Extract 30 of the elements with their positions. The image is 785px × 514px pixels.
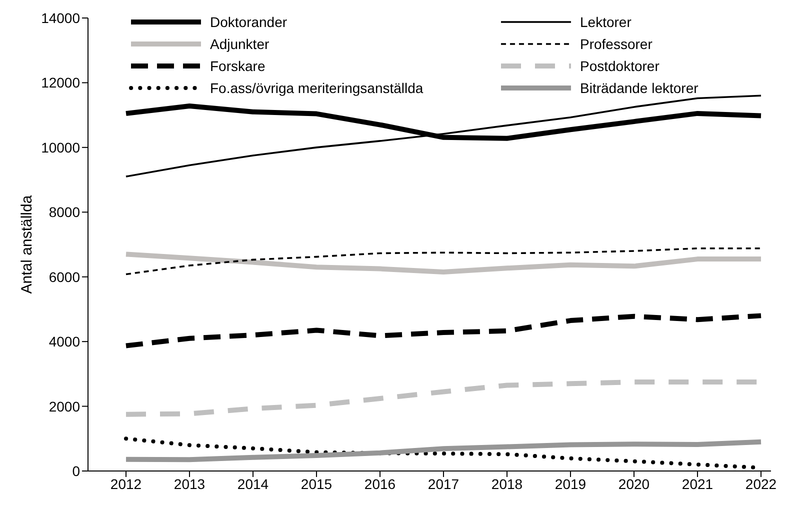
x-tick-label: 2021: [682, 476, 714, 492]
x-tick-label: 2017: [428, 476, 460, 492]
x-tick-label: 2018: [491, 476, 523, 492]
y-tick-label: 10000: [41, 139, 80, 156]
x-tick-label: 2012: [110, 476, 142, 492]
x-tick-label: 2022: [745, 476, 777, 492]
x-tick-label: 2014: [237, 476, 269, 492]
legend-label: Postdoktorer: [580, 58, 660, 74]
legend-label: Forskare: [210, 58, 266, 74]
y-tick-label: 6000: [48, 268, 80, 285]
legend-label: Doktorander: [210, 14, 288, 30]
y-axis-title: Antal anställda: [18, 194, 36, 294]
y-tick-label: 14000: [41, 10, 80, 26]
x-tick-label: 2013: [174, 476, 206, 492]
legend-label: Lektorer: [580, 14, 632, 30]
line-series: [125, 94, 762, 178]
x-tick-label: 2019: [554, 476, 586, 492]
y-tick-label: 4000: [48, 334, 80, 350]
y-tick-label: 12000: [41, 74, 80, 91]
legend-label: Adjunkter: [210, 36, 270, 52]
y-tick-label: 8000: [48, 204, 80, 220]
legend-label: Fo.ass/övriga meriteringsanställda: [210, 80, 424, 96]
x-tick-label: 2020: [618, 476, 650, 492]
line-series: [125, 247, 762, 276]
legend-label: Biträdande lektorer: [580, 80, 698, 96]
x-tick-label: 2015: [300, 476, 332, 492]
x-tick-label: 2016: [364, 476, 396, 492]
legend-label: Professorer: [580, 36, 652, 52]
y-tick-label: 2000: [48, 398, 80, 414]
y-tick-label: 0: [72, 462, 80, 479]
